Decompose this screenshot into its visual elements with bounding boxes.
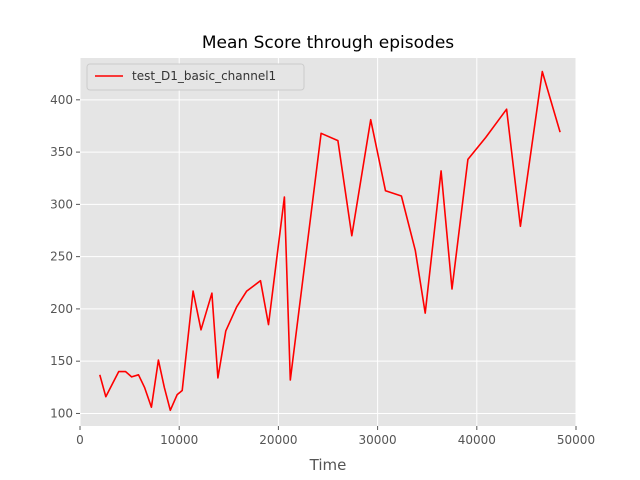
plot-area: [80, 58, 576, 426]
chart-title: Mean Score through episodes: [202, 33, 454, 53]
x-axis-label: Time: [309, 456, 347, 474]
y-tick-label: 300: [50, 197, 73, 211]
x-tick-label: 50000: [557, 433, 595, 447]
y-tick-label: 150: [50, 354, 73, 368]
x-tick-label: 0: [76, 433, 84, 447]
axis-ticks: 0 10000 20000 30000 40000 50000 100 150 200 250 30…: [50, 93, 595, 447]
y-tick-label: 400: [50, 93, 73, 107]
series-line-0: [99, 70, 561, 412]
x-tick-label: 20000: [259, 433, 297, 447]
legend: test_D1_basic_channel1: [86, 63, 305, 91]
grid: [79, 58, 577, 426]
y-tick-label: 250: [50, 250, 73, 264]
legend-label: test_D1_basic_channel1: [132, 69, 276, 83]
x-tick-label: 40000: [458, 433, 496, 447]
x-tick-label: 30000: [359, 433, 397, 447]
y-tick-label: 200: [50, 302, 73, 316]
x-tick-label: 10000: [160, 433, 198, 447]
series-lines: [99, 70, 561, 412]
y-tick-label: 100: [50, 406, 73, 420]
legend-box: [86, 63, 305, 91]
y-tick-label: 350: [50, 145, 73, 159]
